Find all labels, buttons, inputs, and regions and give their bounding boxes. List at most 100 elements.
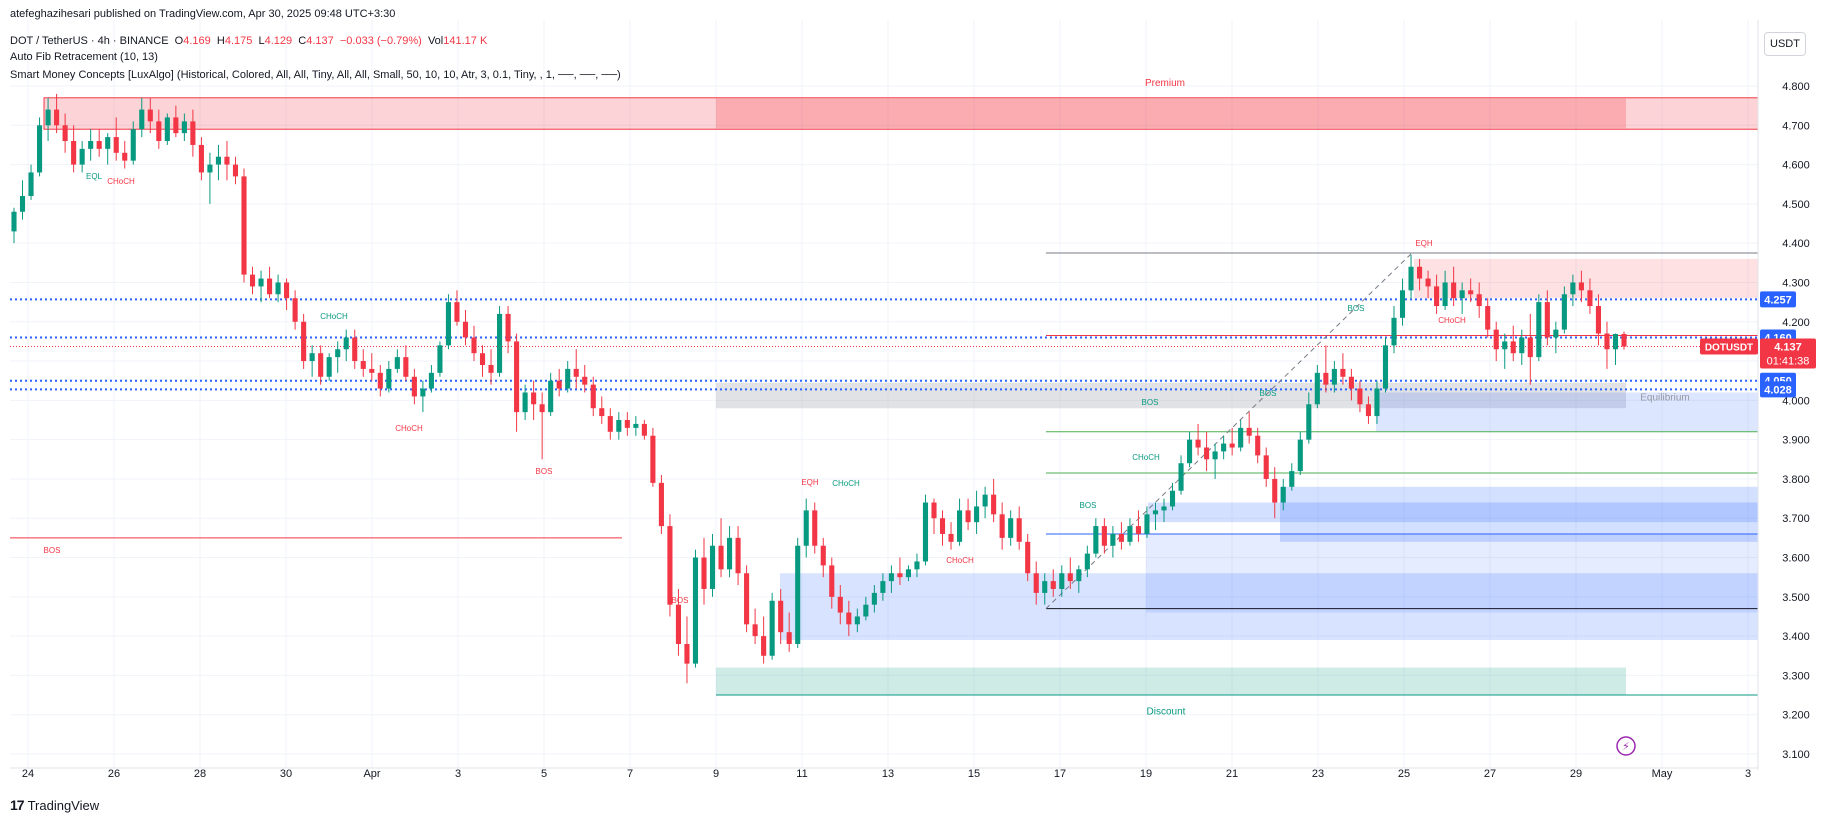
candle-body [1067, 573, 1073, 582]
candle-body [1434, 286, 1440, 307]
y-tick-label: 3.100 [1782, 749, 1810, 761]
candle-body [1391, 317, 1397, 346]
candle-body [284, 282, 290, 299]
candle-body [590, 384, 596, 409]
candle-body [727, 537, 733, 570]
supply-zone [1414, 258, 1758, 299]
candle-body [1451, 282, 1457, 299]
low-value: 4.129 [264, 35, 293, 47]
candle-body [454, 302, 460, 322]
candle-body [1348, 376, 1354, 389]
candle-body [1084, 553, 1090, 570]
candle-body [769, 600, 775, 656]
candle-body [1033, 573, 1039, 593]
candle-body [1135, 526, 1141, 534]
tradingview-logo[interactable]: 17 TradingView [10, 797, 99, 813]
candle-body [445, 302, 451, 346]
smc-label: BOS [1142, 398, 1159, 407]
candle-body [897, 573, 903, 578]
candle-body [411, 376, 417, 397]
candle-body [1050, 581, 1056, 589]
symbol-tag [1700, 338, 1758, 355]
candle-body [582, 376, 588, 385]
smc-label: BOS [1080, 501, 1097, 510]
candle-body [1595, 306, 1601, 334]
candle-body [1399, 290, 1406, 318]
candle-body [147, 109, 153, 122]
lightning-glyph: ⚡ [1622, 740, 1630, 753]
x-tick-label: 3 [1745, 768, 1751, 780]
discount-zone [716, 667, 1626, 696]
candle-body [207, 164, 213, 173]
order-block [1148, 502, 1758, 523]
candle-body [173, 117, 179, 134]
candle-body [1204, 447, 1210, 460]
smc-label: EQH [1415, 239, 1433, 248]
last-price-tag [1760, 338, 1816, 369]
candle-body [54, 109, 60, 126]
candle-body [1382, 345, 1389, 389]
y-tick-label: 4.200 [1782, 317, 1810, 329]
candle-body [607, 416, 613, 432]
candle-body [1493, 329, 1499, 350]
candle-body [692, 557, 699, 664]
candle-body [1536, 302, 1542, 358]
published-text: atefeghazihesari published on TradingVie… [10, 8, 396, 20]
candle-body [428, 372, 434, 389]
smc-label: CHoCH [946, 556, 974, 565]
candle-body [948, 533, 954, 542]
candle-body [795, 545, 801, 644]
candle-body [548, 380, 554, 413]
indicator-fib[interactable]: Auto Fib Retracement (10, 13) [10, 51, 158, 63]
smc-label: CHoCH [832, 479, 860, 488]
y-tick-label: 4.800 [1782, 81, 1810, 93]
candle-body [905, 569, 911, 578]
candle-body [675, 604, 681, 644]
order-block [1280, 486, 1758, 542]
y-tick-label: 4.300 [1782, 277, 1810, 289]
symbol-legend[interactable]: DOT / TetherUS · 4h · BINANCE O4.169 H4.… [10, 35, 487, 47]
candle-body [1246, 427, 1252, 436]
currency-selector[interactable]: USDT [1764, 32, 1806, 56]
candle-body [837, 596, 843, 613]
smc-label: CHoCH [107, 177, 135, 186]
candle-body [181, 121, 187, 134]
candle-body [1008, 518, 1014, 538]
candle-body [667, 526, 673, 605]
tradingview-logo-text: TradingView [27, 797, 100, 813]
candle-body [650, 435, 656, 483]
candle-body [335, 349, 341, 358]
candle-body [514, 341, 520, 413]
candle-body [982, 494, 988, 507]
smc-label: BOS [672, 596, 689, 605]
candle-body [1561, 294, 1567, 330]
x-tick-label: 11 [796, 768, 807, 780]
candle-body [624, 420, 630, 428]
smc-label: CHoCH [1132, 453, 1160, 462]
candle-body [761, 636, 767, 656]
level-price-tag [1760, 291, 1796, 308]
x-tick-label: 25 [1398, 768, 1410, 780]
discount-label: Discount [1147, 707, 1186, 718]
candle-body [326, 357, 332, 377]
candle-body [1357, 388, 1363, 405]
y-tick-label: 4.400 [1782, 238, 1810, 250]
candle-body [369, 368, 375, 373]
candle-body [718, 545, 724, 570]
order-block [780, 573, 1758, 641]
candle-body [190, 121, 196, 145]
candle-body [1578, 282, 1584, 291]
x-tick-label: 26 [108, 768, 120, 780]
candle-body [215, 156, 221, 165]
indicator-smc[interactable]: Smart Money Concepts [LuxAlgo] (Historic… [10, 69, 621, 81]
smc-label: BOS [536, 467, 553, 476]
candle-body [386, 368, 392, 389]
fib-trend-line [1045, 252, 1413, 609]
candle-body [1093, 526, 1099, 554]
candle-body [394, 357, 400, 369]
candle-body [37, 125, 43, 173]
candle-body [863, 604, 869, 617]
candle-body [641, 423, 647, 436]
smc-label: EQL [86, 172, 103, 181]
